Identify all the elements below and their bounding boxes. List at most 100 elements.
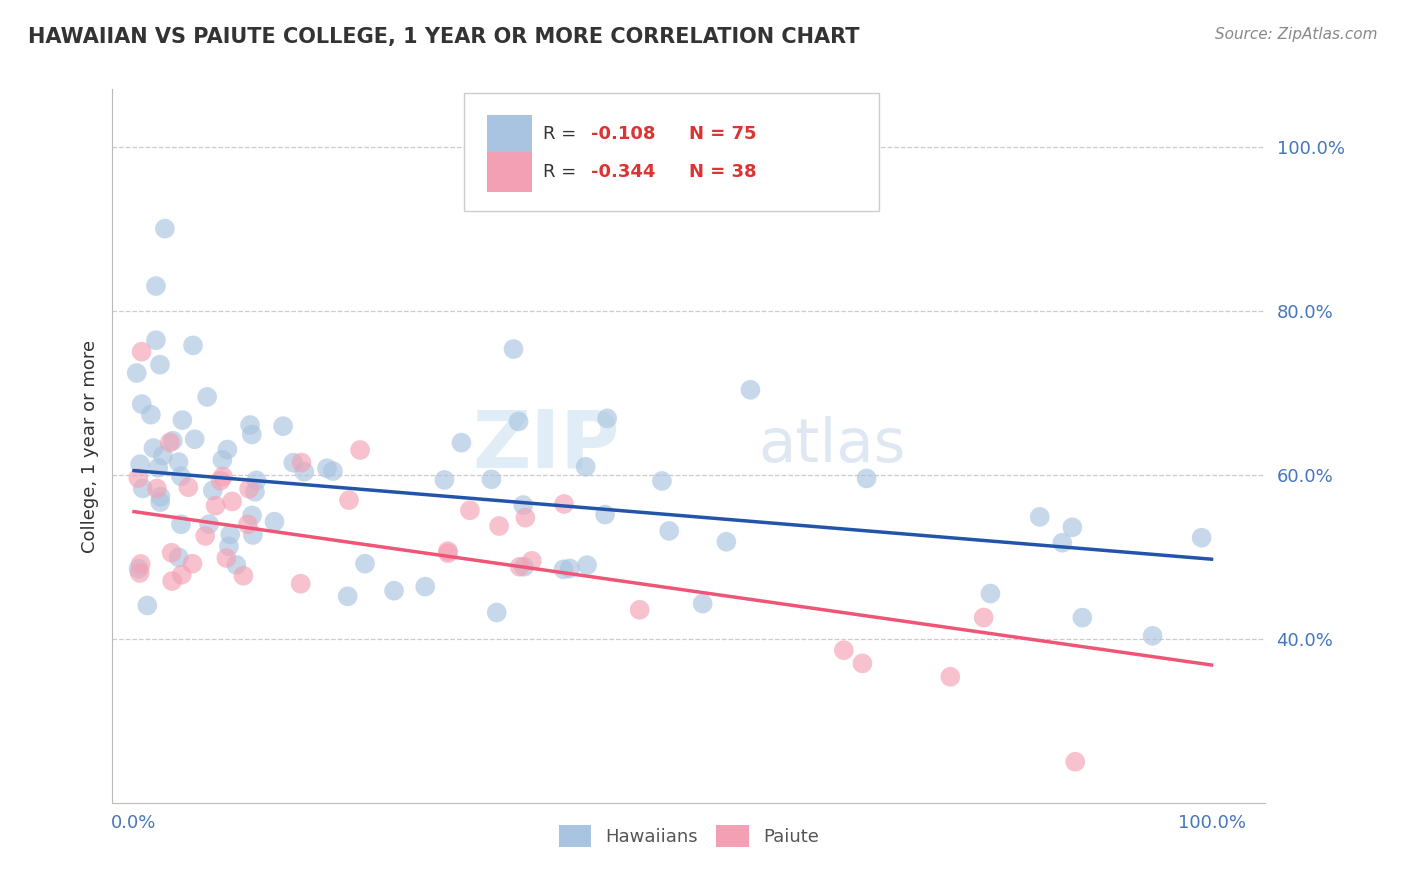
Point xyxy=(973,610,995,624)
Point xyxy=(127,471,149,485)
Point xyxy=(458,503,481,517)
Text: -0.344: -0.344 xyxy=(591,163,655,181)
FancyBboxPatch shape xyxy=(488,115,531,155)
Point xyxy=(349,443,371,458)
Point xyxy=(515,510,537,524)
Point xyxy=(512,498,534,512)
Point xyxy=(651,474,673,488)
Point xyxy=(198,517,221,532)
Point xyxy=(149,358,172,372)
Point xyxy=(292,465,315,479)
Point xyxy=(658,524,681,538)
Point xyxy=(692,597,714,611)
Point xyxy=(509,559,531,574)
Point xyxy=(433,473,456,487)
FancyBboxPatch shape xyxy=(464,93,879,211)
Point xyxy=(1071,610,1094,624)
Point xyxy=(225,558,247,572)
Point xyxy=(508,414,530,428)
Point xyxy=(263,515,285,529)
Point xyxy=(204,499,226,513)
Point xyxy=(316,461,339,475)
Point xyxy=(488,519,510,533)
Point xyxy=(939,670,962,684)
Point xyxy=(162,434,184,448)
Point xyxy=(172,413,194,427)
Text: N = 75: N = 75 xyxy=(689,125,756,143)
Point xyxy=(152,449,174,463)
Point xyxy=(290,456,312,470)
Point xyxy=(149,495,172,509)
Point xyxy=(139,408,162,422)
Point xyxy=(183,432,205,446)
Point xyxy=(520,554,543,568)
Point xyxy=(243,484,266,499)
Text: atlas: atlas xyxy=(758,417,905,475)
Point xyxy=(502,342,524,356)
Point xyxy=(146,482,169,496)
Point xyxy=(238,482,260,496)
Point xyxy=(209,474,232,488)
Text: ZIP: ZIP xyxy=(472,407,620,485)
Point xyxy=(336,589,359,603)
Text: R =: R = xyxy=(543,163,582,181)
Point xyxy=(194,529,217,543)
Text: HAWAIIAN VS PAIUTE COLLEGE, 1 YEAR OR MORE CORRELATION CHART: HAWAIIAN VS PAIUTE COLLEGE, 1 YEAR OR MO… xyxy=(28,27,859,46)
Point xyxy=(217,442,239,457)
Point xyxy=(236,517,259,532)
Point xyxy=(1029,509,1052,524)
Point xyxy=(596,411,619,425)
Point xyxy=(142,441,165,455)
Text: Source: ZipAtlas.com: Source: ZipAtlas.com xyxy=(1215,27,1378,42)
Point xyxy=(212,469,235,483)
Text: -0.108: -0.108 xyxy=(591,125,655,143)
Legend: Hawaiians, Paiute: Hawaiians, Paiute xyxy=(551,818,827,855)
Point xyxy=(322,464,344,478)
Point xyxy=(167,455,190,469)
Point xyxy=(136,599,159,613)
Point xyxy=(553,562,575,576)
Point xyxy=(240,508,263,523)
Point xyxy=(167,550,190,565)
Point xyxy=(218,540,240,554)
Text: R =: R = xyxy=(543,125,582,143)
Point xyxy=(290,576,312,591)
Point xyxy=(219,527,242,541)
Point xyxy=(128,566,150,580)
Point xyxy=(575,459,598,474)
Point xyxy=(201,483,224,498)
Point xyxy=(160,574,183,588)
Point xyxy=(181,557,204,571)
Point xyxy=(160,546,183,560)
Point xyxy=(855,471,877,485)
Point xyxy=(125,366,148,380)
Point xyxy=(215,551,238,566)
Point xyxy=(153,221,176,235)
Text: N = 38: N = 38 xyxy=(689,163,756,181)
Point xyxy=(437,544,460,558)
Point xyxy=(716,534,738,549)
Point xyxy=(132,482,155,496)
Point xyxy=(576,558,599,572)
Point xyxy=(211,453,233,467)
Point xyxy=(128,562,150,576)
Point xyxy=(131,344,153,359)
Point xyxy=(553,497,575,511)
Point xyxy=(245,473,267,487)
FancyBboxPatch shape xyxy=(488,152,531,192)
Point xyxy=(240,427,263,442)
Point xyxy=(177,480,200,494)
Point xyxy=(450,435,472,450)
Point xyxy=(145,333,167,347)
Point xyxy=(283,456,305,470)
Point xyxy=(485,606,508,620)
Point xyxy=(513,559,536,574)
Point xyxy=(740,383,762,397)
Point xyxy=(1191,531,1213,545)
Point xyxy=(129,557,152,571)
Point xyxy=(170,469,193,483)
Point xyxy=(628,603,651,617)
Point xyxy=(149,490,172,504)
Point xyxy=(159,435,181,450)
Point xyxy=(170,517,193,532)
